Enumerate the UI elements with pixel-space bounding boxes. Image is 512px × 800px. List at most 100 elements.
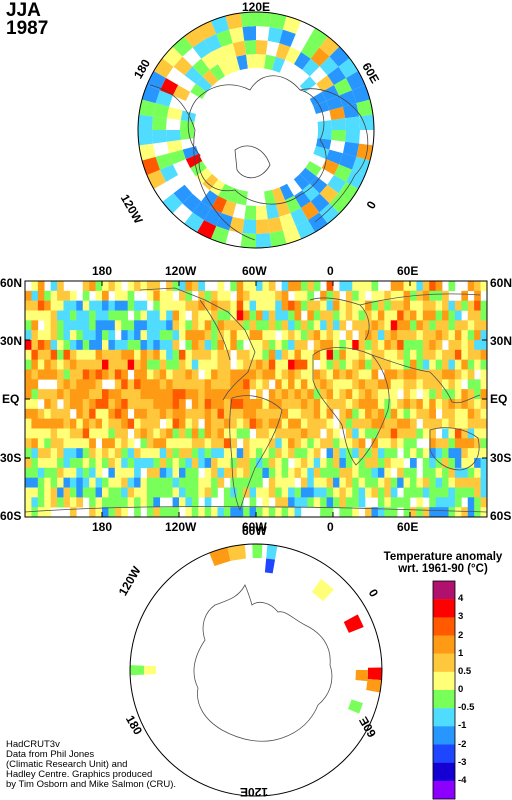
main-grid-cell <box>37 418 45 429</box>
main-grid-cell <box>230 310 238 321</box>
main-grid-cell <box>313 418 321 429</box>
credit-line-2: Data from Phil Jones <box>6 749 95 760</box>
main-grid-cell <box>217 507 225 517</box>
polar-grid-cell <box>294 52 311 70</box>
legend-swatch <box>433 617 455 636</box>
main-grid-cell <box>365 340 372 351</box>
main-grid-cell <box>230 497 238 508</box>
main-grid-cell <box>326 399 334 410</box>
main-grid-cell <box>198 349 205 360</box>
main-grid-cell <box>300 379 308 390</box>
main-grid-cell <box>377 448 385 459</box>
main-grid-cell <box>69 379 77 390</box>
main-grid-cell <box>275 497 282 508</box>
main-grid-cell <box>146 467 154 478</box>
main-map-grid <box>25 281 487 517</box>
main-grid-cell <box>223 418 231 429</box>
main-grid-cell <box>429 389 436 400</box>
polar-grid-cell <box>202 173 219 191</box>
main-grid-cell <box>95 448 103 459</box>
main-grid-cell <box>198 320 205 331</box>
main-grid-cell <box>108 369 116 380</box>
main-grid-cell <box>31 428 39 439</box>
polar-grid-cell <box>356 143 374 162</box>
main-grid-cell <box>410 458 417 469</box>
main-grid-cell <box>371 300 379 311</box>
main-grid-cell <box>256 349 263 360</box>
main-grid-cell <box>345 507 353 517</box>
legend-title-line2: wrt. 1961-90 (°C) <box>398 563 488 575</box>
main-grid-cell <box>410 477 417 488</box>
polar-grid-cell <box>327 66 347 85</box>
main-grid-cell <box>146 507 154 517</box>
main-grid-cell <box>442 438 449 449</box>
polar-grid-cell <box>272 187 286 204</box>
main-grid-cell <box>384 448 392 459</box>
main-grid-cell <box>448 458 456 469</box>
main-grid-cell <box>191 369 199 380</box>
main-grid-cell <box>76 330 84 341</box>
polar-grid-cell <box>302 58 320 77</box>
main-grid-cell <box>410 369 417 380</box>
polar-grid-cell <box>256 12 272 27</box>
main-grid-cell <box>454 340 462 351</box>
main-grid-cell <box>134 408 141 419</box>
main-grid-cell <box>422 290 430 301</box>
main-grid-cell <box>44 438 51 449</box>
main-grid-cell <box>474 477 481 488</box>
main-grid-cell <box>114 379 122 390</box>
main-grid-cell <box>281 310 289 321</box>
main-grid-cell <box>435 507 443 517</box>
main-grid-cell <box>204 497 212 508</box>
main-grid-cell <box>50 448 58 459</box>
main-grid-cell <box>307 487 315 498</box>
main-grid-cell <box>230 507 238 517</box>
main-grid-cell <box>236 349 244 360</box>
main-grid-cell <box>326 379 334 390</box>
main-grid-cell <box>82 300 90 311</box>
main-grid-cell <box>416 320 424 331</box>
south-label-120e: 120E <box>240 785 269 799</box>
main-grid-cell <box>166 290 173 301</box>
main-grid-cell <box>377 340 385 351</box>
polar-grid-cell <box>264 54 276 71</box>
main-grid-cell <box>89 418 96 429</box>
main-grid-cell <box>217 359 225 370</box>
main-grid-cell <box>467 300 475 311</box>
main-grid-cell <box>384 290 392 301</box>
main-grid-cell <box>352 290 359 301</box>
main-grid-cell <box>230 458 238 469</box>
main-grid-cell <box>121 458 128 469</box>
main-grid-cell <box>191 389 199 400</box>
main-grid-cell <box>358 281 366 292</box>
main-grid-cell <box>403 359 411 370</box>
polar-grid-cell <box>138 114 153 130</box>
main-grid-cell <box>313 310 321 321</box>
main-grid-cell <box>281 418 289 429</box>
main-grid-cell <box>339 467 347 478</box>
main-grid-cell <box>230 389 238 400</box>
main-grid-cell <box>204 310 212 321</box>
main-grid-cell <box>211 340 218 351</box>
main-grid-cell <box>288 399 295 410</box>
main-grid-cell <box>333 300 340 311</box>
main-grid-cell <box>281 458 289 469</box>
main-grid-cell <box>397 300 404 311</box>
polar-grid-cell <box>152 116 167 130</box>
main-grid-cell <box>422 310 430 321</box>
main-grid-cell <box>108 359 116 370</box>
main-grid-cell <box>313 389 321 400</box>
main-grid-cell <box>166 349 173 360</box>
main-grid-cell <box>236 399 244 410</box>
main-grid-cell <box>410 379 417 390</box>
main-grid-cell <box>448 428 456 439</box>
main-grid-cell <box>102 389 109 400</box>
main-grid-cell <box>82 487 90 498</box>
main-bottom-lon-60w: 60W <box>242 520 267 534</box>
north-polar-nodata-center <box>194 68 318 192</box>
main-grid-cell <box>461 507 469 517</box>
main-grid-cell <box>313 281 321 292</box>
main-grid-cell <box>223 330 231 341</box>
main-grid-cell <box>294 467 302 478</box>
main-grid-cell <box>474 487 481 498</box>
